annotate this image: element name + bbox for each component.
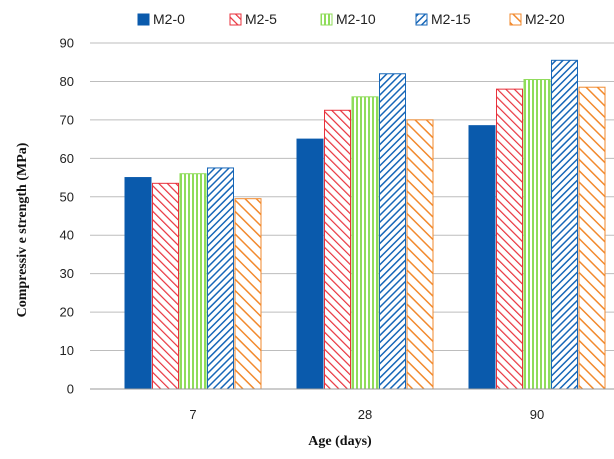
bar-m2-5-28 [324, 109, 351, 390]
legend-item-m2-10: M2-10 [320, 11, 376, 27]
legend-swatch [229, 13, 242, 26]
bar-m2-0-90 [468, 125, 496, 390]
x-tick-label: 7 [189, 407, 196, 422]
legend-item-m2-20: M2-20 [509, 11, 565, 27]
legend-label: M2-10 [336, 11, 376, 27]
bar-m2-20-28 [406, 119, 434, 390]
x-axis-ticks: 7 28 90 [189, 407, 544, 422]
y-axis-ticks: 0 10 20 30 40 50 60 70 80 90 [60, 36, 74, 397]
bar-m2-15-7 [207, 167, 234, 390]
bar-m2-5-90 [496, 88, 523, 390]
legend-item-m2-5: M2-5 [229, 11, 277, 27]
y-tick-label: 80 [60, 74, 74, 89]
y-tick-label: 60 [60, 151, 74, 166]
legend-label: M2-15 [431, 11, 471, 27]
bar-m2-0-7 [124, 177, 152, 390]
y-tick-label: 20 [60, 305, 74, 320]
legend-swatch [320, 13, 333, 26]
bar-m2-0-28 [296, 138, 324, 390]
y-axis-title: Compressiv e strength (MPa) [15, 142, 30, 317]
bar-m2-5-7 [152, 182, 179, 390]
bar-m2-15-28 [379, 73, 406, 390]
y-tick-label: 90 [60, 36, 74, 51]
bar-m2-10-90 [523, 79, 551, 390]
legend-swatch [509, 13, 522, 26]
legend-swatch [415, 13, 428, 26]
bar-m2-15-90 [551, 59, 578, 390]
x-tick-label: 28 [358, 407, 372, 422]
legend-label: M2-5 [245, 11, 277, 27]
bar-m2-10-7 [179, 173, 207, 390]
y-tick-label: 30 [60, 266, 74, 281]
legend: M2-0 M2-5 M2-10 M2-15 M2-20 [137, 11, 565, 27]
legend-label: M2-0 [153, 11, 185, 27]
y-tick-label: 0 [67, 382, 74, 397]
bar-m2-10-28 [351, 96, 379, 390]
y-tick-label: 40 [60, 228, 74, 243]
bars [124, 59, 606, 390]
x-axis-title: Age (days) [308, 434, 372, 449]
legend-label: M2-20 [525, 11, 565, 27]
legend-item-m2-0: M2-0 [137, 11, 185, 27]
legend-item-m2-15: M2-15 [415, 11, 471, 27]
legend-swatch [137, 13, 150, 26]
y-tick-label: 10 [60, 343, 74, 358]
bar-m2-20-90 [578, 86, 606, 390]
y-tick-label: 70 [60, 112, 74, 127]
bar-m2-20-7 [234, 198, 262, 390]
x-tick-label: 90 [530, 407, 544, 422]
y-tick-label: 50 [60, 189, 74, 204]
